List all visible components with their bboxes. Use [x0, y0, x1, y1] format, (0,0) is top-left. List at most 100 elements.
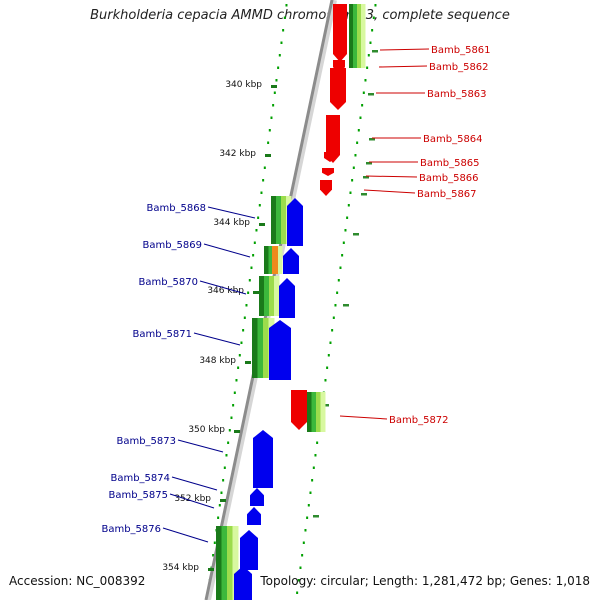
- ruler-dot: [344, 229, 347, 232]
- ruler-dot: [364, 79, 367, 82]
- topology-text: Topology: circular; Length: 1,281,472 bp…: [260, 574, 590, 588]
- ruler-dot: [346, 216, 349, 219]
- ruler-dot: [302, 541, 305, 544]
- gene-labels: Bamb_5861 Bamb_5862 Bamb_5863 Bamb_5864 Bamb…: [101, 45, 491, 543]
- feature-mark: [363, 176, 369, 179]
- ruler-dot: [223, 466, 226, 469]
- ruler-dot: [277, 66, 280, 69]
- ruler-dot: [297, 579, 300, 582]
- tick-mark: [271, 85, 277, 88]
- tick-label: 342 kbp: [219, 149, 256, 159]
- tick-mark: [259, 223, 265, 226]
- ruler-dot: [217, 516, 220, 519]
- ruler-dot: [301, 554, 304, 557]
- reverse-gene-label: Bamb_5872: [389, 415, 449, 426]
- forward-gene-label: Bamb_5875: [108, 490, 168, 501]
- ruler-dot: [240, 341, 243, 344]
- ruler-dot: [248, 279, 251, 282]
- ruler-dot: [270, 116, 273, 119]
- forward-label-leader: [193, 332, 241, 346]
- forward-gene-arrow: [283, 248, 299, 274]
- ruler-dot: [349, 191, 352, 194]
- ruler-dot: [329, 341, 332, 344]
- ruler-dot: [311, 479, 314, 482]
- forward-label-leader: [203, 243, 251, 258]
- reverse-gene-arrow: [291, 390, 307, 430]
- ruler-dot: [314, 454, 317, 457]
- ruler-dot: [342, 241, 345, 244]
- ruler-dot: [282, 29, 285, 32]
- ruler-dot: [252, 254, 255, 257]
- ruler-dot: [362, 91, 365, 94]
- ruler-dot: [267, 141, 270, 144]
- ruler-dot: [268, 129, 271, 132]
- feature-mark: [372, 50, 378, 53]
- ruler-dot: [263, 166, 266, 169]
- ruler-dot: [262, 179, 265, 182]
- forward-gene-label: Bamb_5873: [116, 436, 176, 447]
- reverse-label-leader: [339, 415, 388, 420]
- tick-mark: [208, 568, 214, 571]
- forward-gene-label: Bamb_5869: [142, 240, 202, 251]
- forward-label-leader: [199, 280, 247, 295]
- reverse-gene-label: Bamb_5862: [429, 62, 489, 73]
- ruler-dot: [354, 154, 357, 157]
- forward-label-leader: [177, 439, 224, 453]
- forward-gene-arrow: [250, 488, 264, 506]
- tick-label: 348 kbp: [199, 356, 236, 366]
- ruler-dot: [337, 279, 340, 282]
- feature-track-block: [307, 392, 326, 432]
- ruler-dot: [356, 141, 359, 144]
- ruler-dot: [238, 354, 241, 357]
- ruler-dot: [306, 516, 309, 519]
- ruler-dot: [312, 466, 315, 469]
- ruler-dot: [218, 504, 221, 507]
- feature-mark: [323, 404, 329, 407]
- ruler-dot: [258, 204, 261, 207]
- ruler-dot: [273, 91, 276, 94]
- ruler-dot: [260, 191, 263, 194]
- feature-mark: [361, 193, 367, 196]
- ruler-dot: [372, 16, 375, 19]
- reverse-gene-arrow: [333, 4, 347, 62]
- forward-gene-arrow: [287, 198, 303, 246]
- ruler-dot: [250, 266, 253, 269]
- ruler-dot: [324, 379, 327, 382]
- ruler-dot: [247, 291, 250, 294]
- tick-mark: [234, 430, 240, 433]
- ruler-dot: [352, 166, 355, 169]
- ruler-dot: [296, 591, 299, 594]
- feature-tracks: [216, 4, 378, 600]
- ruler-dot: [326, 366, 329, 369]
- ruler-dot: [366, 66, 369, 69]
- ruler-dot: [212, 554, 215, 557]
- tick-mark: [265, 154, 271, 157]
- ruler-dot: [341, 254, 344, 257]
- gene-arrows: [234, 4, 347, 600]
- forward-gene-arrow: [247, 507, 261, 525]
- ruler-dot: [245, 304, 248, 307]
- ruler-dot: [369, 41, 372, 44]
- ruler-dot: [361, 104, 364, 107]
- reverse-gene-arrow: [324, 152, 336, 162]
- ruler-dot: [230, 416, 233, 419]
- ruler-dot: [213, 541, 216, 544]
- accession-text: Accession: NC_008392: [9, 574, 146, 588]
- ruler-dot: [242, 329, 245, 332]
- feature-track-block: [349, 4, 366, 68]
- map-title: Burkholderia cepacia AMMD chromosome 3, …: [90, 8, 510, 23]
- forward-label-leader: [207, 206, 256, 219]
- ruler-dot: [220, 491, 223, 494]
- forward-gene-arrow: [234, 566, 252, 600]
- reverse-gene-label: Bamb_5861: [431, 45, 491, 56]
- ruler-dot: [227, 441, 230, 444]
- forward-label-leader: [169, 493, 215, 509]
- ruler-dot: [283, 16, 286, 19]
- forward-gene-label: Bamb_5874: [110, 473, 170, 484]
- ruler-dot: [255, 229, 258, 232]
- forward-gene-arrow: [240, 530, 258, 570]
- reverse-label-leader: [363, 189, 416, 194]
- ruler-dot: [336, 291, 339, 294]
- ruler-dot: [374, 4, 377, 7]
- reverse-label-leader: [378, 65, 428, 68]
